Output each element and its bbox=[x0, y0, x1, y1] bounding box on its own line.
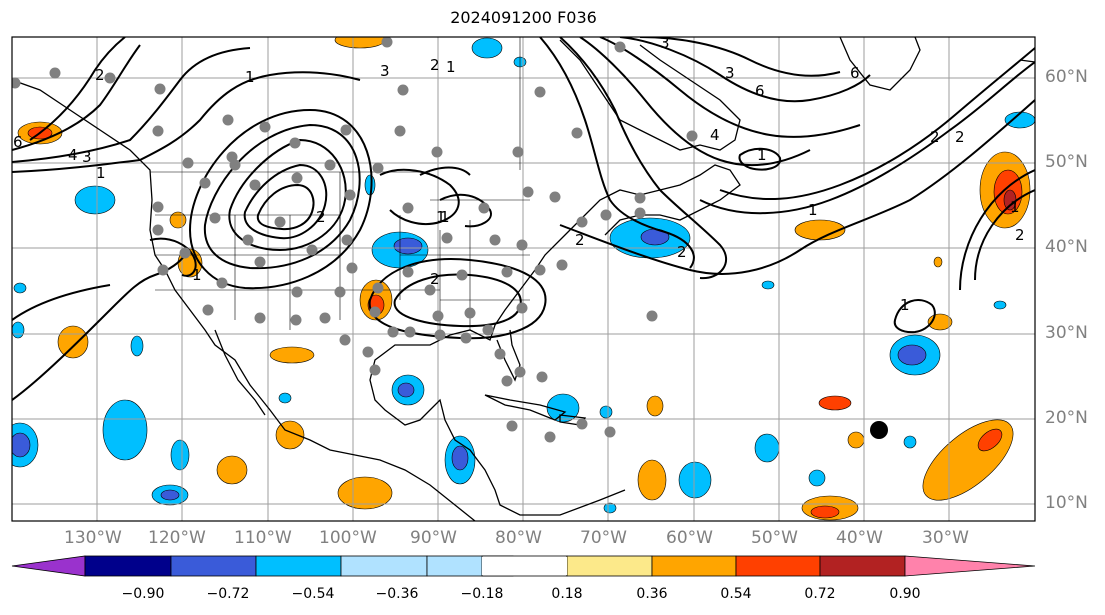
contour-label: 3 bbox=[82, 148, 92, 166]
colorbar-bin bbox=[566, 555, 653, 577]
colorbar-bin bbox=[255, 555, 342, 577]
colorbar-tick-label: −0.72 bbox=[206, 586, 250, 602]
contour-label: 2 bbox=[95, 66, 105, 84]
colorbar bbox=[11, 555, 1036, 577]
lon-label: 110°W bbox=[234, 528, 292, 548]
contour-label: 1 bbox=[757, 146, 767, 164]
lon-label: 90°W bbox=[410, 528, 457, 548]
coastlines bbox=[12, 37, 1035, 521]
contour-label: 1 bbox=[436, 208, 446, 226]
colorbar-tick-label: 0.54 bbox=[720, 586, 752, 602]
colorbar-tick-label: 0.90 bbox=[889, 586, 921, 602]
contour-label: 6 bbox=[850, 64, 860, 82]
lon-label: 30°W bbox=[922, 528, 969, 548]
contour-label: 4 bbox=[68, 146, 78, 164]
contour-label: 2 bbox=[575, 231, 585, 249]
contour-label: 2 bbox=[1015, 226, 1025, 244]
contour-label: 1 bbox=[245, 68, 255, 86]
colorbar-bin bbox=[735, 555, 821, 577]
contour-label: 1 bbox=[96, 164, 106, 182]
colorbar-tick-label: −0.36 bbox=[375, 586, 419, 602]
contour-label: 1 bbox=[808, 201, 818, 219]
colorbar-tick-label: 0.36 bbox=[636, 586, 668, 602]
lat-label: 20°N bbox=[1045, 408, 1088, 428]
colorbar-tick-label: −0.90 bbox=[121, 586, 165, 602]
contours bbox=[12, 37, 1035, 401]
contour-label: 3 bbox=[725, 64, 735, 82]
contour-label: 3 bbox=[660, 34, 670, 52]
lon-label: 40°W bbox=[836, 528, 883, 548]
lat-label: 60°N bbox=[1045, 67, 1088, 87]
colorbar-extend-left bbox=[11, 555, 86, 577]
contour-label: 2 bbox=[955, 128, 965, 146]
contour-label: 1 bbox=[900, 296, 910, 314]
lon-label: 50°W bbox=[751, 528, 798, 548]
contour-label: 6 bbox=[13, 133, 23, 151]
contour-label: 1 bbox=[440, 208, 450, 226]
graticule bbox=[12, 37, 1035, 521]
lon-label: 100°W bbox=[319, 528, 377, 548]
lat-label: 40°N bbox=[1045, 237, 1088, 257]
contour-label: 2 bbox=[430, 270, 440, 288]
map-title: 2024091200 F036 bbox=[450, 8, 597, 27]
lon-label: 130°W bbox=[64, 528, 122, 548]
contour-labels: 1 2 3 4 6 1 2 3 1 2 1 2 1 1 1 2 1 2 6 3 … bbox=[13, 34, 1025, 314]
contour-label: 4 bbox=[710, 126, 720, 144]
colorbar-extend-right bbox=[904, 555, 1036, 577]
contour-label: 1 bbox=[446, 58, 456, 76]
contour-label: 6 bbox=[755, 82, 765, 100]
colorbar-tick-label: 0.18 bbox=[551, 586, 583, 602]
colorbar-tick-label: −0.54 bbox=[291, 586, 335, 602]
shaded-anomalies bbox=[12, 37, 1035, 521]
colorbar-tick-label: −0.18 bbox=[460, 586, 504, 602]
lat-label: 10°N bbox=[1045, 493, 1088, 513]
colorbar-bin bbox=[340, 555, 428, 577]
lon-label: 70°W bbox=[580, 528, 627, 548]
colorbar-bin bbox=[819, 555, 906, 577]
contour-label: 2 bbox=[677, 243, 687, 261]
lat-label: 50°N bbox=[1045, 152, 1088, 172]
colorbar-bin bbox=[651, 555, 737, 577]
lat-label: 30°N bbox=[1045, 323, 1088, 343]
contour-label: 2 bbox=[930, 128, 940, 146]
colorbar-bin bbox=[170, 555, 257, 577]
contour-label: 2 bbox=[316, 208, 326, 226]
colorbar-bin bbox=[84, 555, 172, 577]
map-content: 1 2 3 4 6 1 2 3 1 2 1 2 1 1 1 2 1 2 6 3 … bbox=[12, 34, 1035, 521]
lon-label: 120°W bbox=[148, 528, 206, 548]
contour-label: 3 bbox=[380, 62, 390, 80]
contour-label: 2 bbox=[430, 56, 440, 74]
station-dots bbox=[12, 37, 698, 443]
map-frame bbox=[11, 36, 1036, 522]
colorbar-mid-white bbox=[482, 557, 567, 575]
contour-label: 1 bbox=[1010, 198, 1020, 216]
lon-label: 60°W bbox=[666, 528, 713, 548]
contour-label: 1 bbox=[192, 266, 202, 284]
colorbar-tick-label: 0.72 bbox=[804, 586, 836, 602]
highlight-marker bbox=[870, 421, 888, 439]
lon-label: 80°W bbox=[495, 528, 542, 548]
